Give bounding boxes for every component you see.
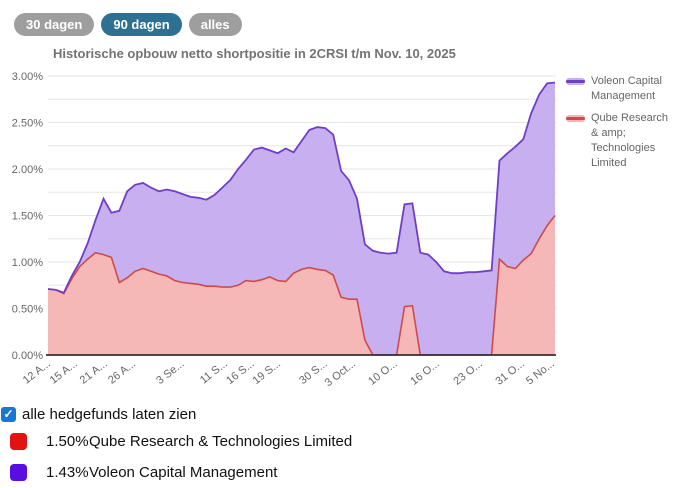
qube-position-name: Qube Research & Technologies Limited [89, 433, 353, 450]
qube-color-swatch-icon [10, 433, 27, 450]
y-tick-label: 0.00% [12, 350, 43, 362]
legend-label-qube: Qube Research & amp; Technologies Limite… [591, 112, 669, 169]
y-tick-label: 2.50% [12, 118, 43, 130]
x-tick-label: 5 No... [524, 358, 557, 387]
x-tick-label: 10 O... [366, 358, 399, 388]
range-button-30-dagen[interactable]: 30 dagen [14, 13, 95, 36]
x-tick-label: 3 Oct... [323, 358, 358, 389]
y-tick-label: 3.00% [12, 71, 43, 83]
area-chart[interactable]: 0.00% 0.50% 1.00% 1.50% 2.00% 2.50% 3.00% 12 A.… [0, 0, 679, 400]
x-tick-label: 19 S... [251, 358, 283, 387]
qube-area[interactable] [48, 215, 555, 356]
voleon-position-value: 1.43% [46, 464, 89, 481]
x-tick-label: 15 A... [48, 358, 80, 387]
voleon-line[interactable] [47, 81, 556, 294]
qube-line-swatch-icon [566, 115, 585, 122]
x-tick-label: 21 A... [78, 358, 110, 387]
x-tick-label: 16 O... [408, 358, 441, 388]
voleon-position-name: Voleon Capital Management [89, 464, 278, 481]
x-tick-label: 12 A... [21, 358, 53, 387]
x-tick-label: 31 O... [493, 358, 526, 388]
range-button-alles[interactable]: alles [188, 13, 242, 36]
legend-item-voleon[interactable]: Voleon Capital Management [566, 74, 678, 104]
chart-legend: Voleon Capital Management Qube Research … [566, 74, 678, 178]
checkbox-label: alle hedgefunds laten zien [22, 406, 197, 423]
x-tick-label: 16 S... [224, 358, 256, 387]
range-button-group: 30 dagen 90 dagen alles [14, 13, 242, 36]
y-tick-label: 1.50% [12, 211, 43, 223]
voleon-line-swatch-icon [566, 78, 585, 85]
x-tick-label: 11 S... [198, 358, 230, 387]
legend-label-voleon: Voleon Capital Management [591, 75, 662, 102]
y-tick-label: 2.00% [12, 164, 43, 176]
position-row-voleon[interactable]: 1.43% Voleon Capital Management [10, 464, 277, 481]
y-tick-label: 0.50% [12, 304, 43, 316]
range-button-90-dagen[interactable]: 90 dagen [101, 13, 182, 36]
chart-title: Historische opbouw netto shortpositie in… [53, 46, 456, 61]
legend-item-qube[interactable]: Qube Research & amp; Technologies Limite… [566, 111, 678, 171]
show-all-hedgefunds-toggle[interactable]: ✓ alle hedgefunds laten zien [1, 406, 196, 423]
x-tick-label: 26 A... [106, 358, 138, 387]
y-tick-label: 1.00% [12, 257, 43, 269]
x-tick-label: 3 Se... [154, 358, 186, 387]
voleon-area[interactable] [48, 82, 555, 356]
voleon-color-swatch-icon [10, 464, 27, 481]
qube-position-value: 1.50% [46, 433, 89, 450]
position-row-qube[interactable]: 1.50% Qube Research & Technologies Limit… [10, 433, 352, 450]
x-tick-label: 23 O... [451, 358, 484, 388]
checkbox-checked-icon[interactable]: ✓ [1, 407, 16, 422]
